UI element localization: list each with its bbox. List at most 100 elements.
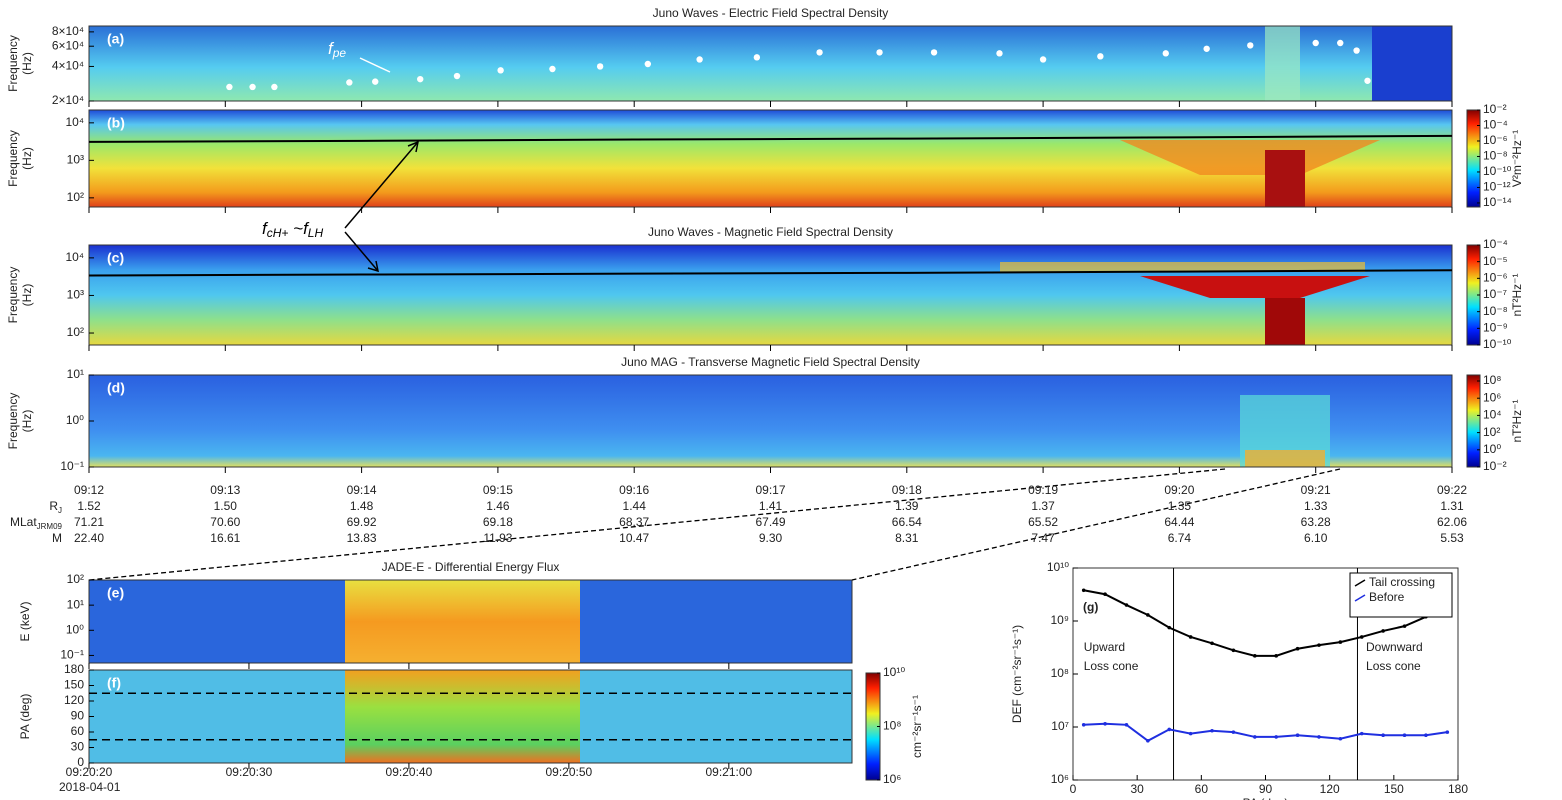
y-tick-label: 10³ [67,153,84,167]
ephemeris-value: 22.40 [74,531,104,545]
y-tick-label: 10⁸ [1051,666,1069,680]
panel-label: (e) [107,585,124,601]
y-tick-label: 10¹⁰ [1047,560,1069,574]
point [1188,731,1193,736]
y-tick-label: 6×10⁴ [52,38,84,52]
ephemeris-value: 6.74 [1168,531,1192,545]
connector [851,468,1341,581]
point [1381,733,1385,738]
ephemeris-value: 1.31 [1440,499,1464,513]
ephemeris-value: 69.18 [483,515,513,529]
x-tick-label: 30 [1130,782,1144,796]
fpe-dot [1337,39,1344,47]
panel-title: Juno MAG - Transverse Magnetic Field Spe… [621,355,920,369]
colorbar-tick-label: 10² [1483,425,1500,439]
fpe-dot [1162,50,1169,57]
ephemeris-name: M [52,531,62,545]
loss-cone-label: Upward [1084,640,1125,654]
ephemeris-value: 7.47 [1031,531,1055,545]
arrow-head [367,260,379,273]
y-tick-label: 150 [64,678,84,692]
colorbar-tick-label: 10⁻⁹ [1483,321,1508,335]
y-tick-label: 10⁻¹ [60,459,84,473]
ephemeris-value: 68.37 [619,515,649,529]
fpe-dot [1097,53,1104,60]
y-tick-label: 180 [64,662,84,676]
x-tick-label: 09:12 [74,483,104,497]
ephemeris-value: 1.50 [214,499,238,513]
legend-box [1349,572,1453,618]
point [1445,730,1450,734]
date-label: 2018-04-01 [59,780,121,794]
point [1231,648,1236,653]
colorbar-tick-label: 10⁻¹⁰ [1483,337,1512,351]
colorbar-tick-label: 10⁶ [1483,390,1501,404]
fpe-dot [1364,77,1371,84]
spectrogram-a-dark [1372,26,1452,101]
ephemeris-value: 67.49 [755,515,785,529]
colorbar-label: V²m⁻²Hz⁻¹ [1510,130,1524,187]
colorbar-label: nT²Hz⁻¹ [1510,400,1524,443]
point [1081,723,1086,727]
point [1338,640,1343,644]
point [1253,735,1257,739]
x-axis-label: PA (deg) [1243,796,1289,800]
fpe-dot [1247,42,1254,49]
spectrogram-a-burst [1265,26,1300,101]
ephemeris-name: R [49,499,58,513]
panel-title: JADE-E - Differential Energy Flux [382,560,560,574]
zoom-connectors [88,468,1341,581]
cyclotron-line [88,134,1453,143]
colorbar-tick-label: 10⁻⁴ [1483,237,1508,251]
ephemeris-value: 8.31 [895,531,919,545]
fpe-dot [271,83,278,91]
colorbar [1466,109,1481,208]
fpe-dot [696,56,703,63]
fpe-dot [1203,45,1210,52]
ephemeris-name: MLat [10,515,37,529]
x-tick-label: 09:22 [1437,483,1467,497]
point [1274,735,1278,739]
fpe-dot [249,83,256,91]
colorbar-tick-label: 10⁻⁶ [1483,271,1508,285]
colorbar-tick-label: 10⁸ [1483,373,1501,387]
x-tick-label: 09:15 [483,483,513,497]
x-tick-label: 09:20 [1164,483,1194,497]
fpe-dot [453,72,461,80]
panel-label: (c) [107,250,124,266]
y-axis-label: (Hz) [20,52,34,75]
x-tick-label: 09:21 [1301,483,1331,497]
spectrogram-c-band [1000,262,1365,272]
y-axis-label: E (keV) [18,601,32,641]
y-tick-label: 10⁴ [65,250,84,264]
panel-label: (a) [107,31,124,47]
annotation-subscript: cH+ [267,226,289,240]
annotation-arrows [344,57,420,273]
x-tick-label: 09:20:20 [66,765,113,779]
fpe-dot [372,78,379,85]
y-tick-label: 120 [64,693,84,707]
ephemeris-value: 62.06 [1437,515,1467,529]
ephemeris-value: 1.37 [1031,499,1055,513]
ephemeris-value: 1.35 [1168,499,1192,513]
colorbar-tick-label: 10⁻⁸ [1483,304,1508,318]
ephemeris-value: 1.33 [1304,499,1328,513]
y-tick-label: 10⁷ [1051,719,1069,733]
legend-label: Before [1369,590,1405,604]
y-axis-label: (Hz) [20,410,34,433]
loss-cone-label: Downward [1366,640,1423,654]
ephemeris-value: 1.41 [759,499,783,513]
fpe-dot [1353,47,1360,54]
frame [88,579,853,664]
colorbar-tick-label: 10⁻⁵ [1483,254,1508,268]
arrow [359,57,391,73]
ephemeris-value: 71.21 [74,515,104,529]
point [1359,635,1364,639]
x-tick-label: 150 [1384,782,1404,796]
fpe-dot [876,49,883,56]
spectrogram-d [89,375,1452,467]
point [1338,736,1343,741]
y-tick-label: 0 [77,755,84,769]
point [1124,723,1129,727]
arrow [344,141,419,229]
